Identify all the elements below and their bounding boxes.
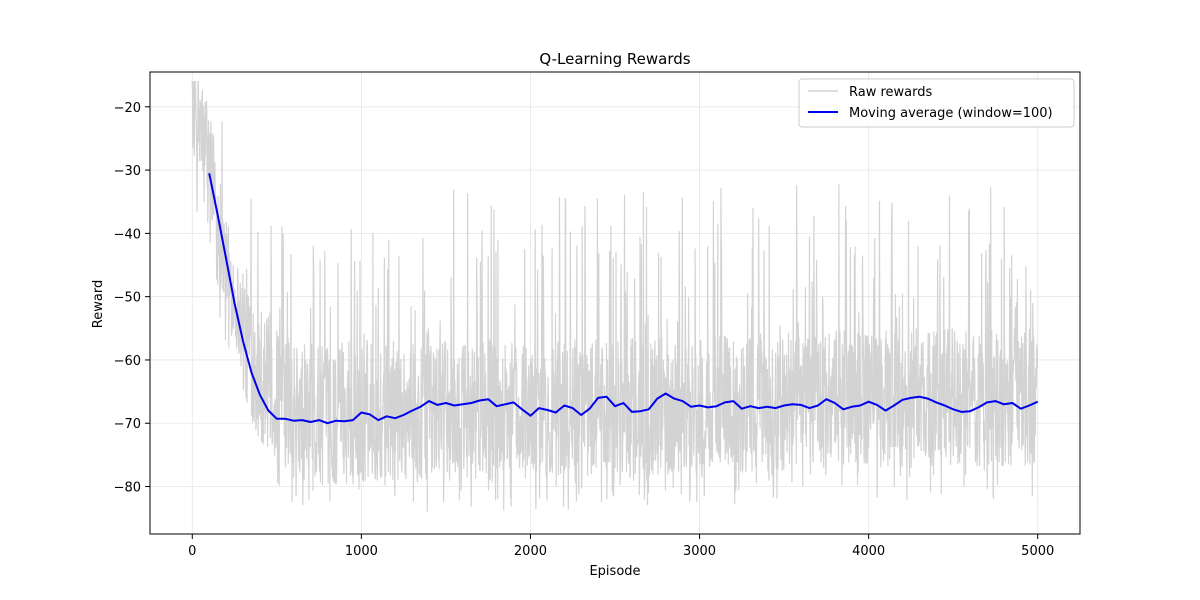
x-tick-label: 4000: [852, 544, 885, 559]
legend: Raw rewards Moving average (window=100): [798, 78, 1075, 128]
moving-average-line: [208, 173, 1039, 425]
moving-average-series: [208, 173, 1039, 425]
legend-box: [798, 78, 1075, 128]
plot-frame: [149, 71, 1081, 535]
raw-rewards-line: [191, 80, 1039, 512]
chart-title: Q-Learning Rewards: [539, 50, 690, 68]
y-tick-label: −60: [114, 354, 141, 369]
y-tick-label: −30: [114, 164, 141, 179]
ticks: 0 1000 2000 3000 4000 5000 −20 −30 −40 −50 −60 −70 −…: [114, 101, 1055, 559]
x-tick-label: 0: [188, 544, 196, 559]
legend-label-raw-rewards: Raw rewards: [849, 85, 933, 100]
x-tick-label: 5000: [1021, 544, 1054, 559]
raw-rewards-series: [191, 80, 1039, 512]
y-tick-label: −80: [114, 481, 141, 496]
x-tick-label: 3000: [683, 544, 716, 559]
x-tick-label: 2000: [514, 544, 547, 559]
x-axis-label: Episode: [589, 564, 640, 579]
y-tick-label: −50: [114, 291, 141, 306]
y-tick-label: −20: [114, 101, 141, 116]
y-tick-label: −40: [114, 227, 141, 242]
y-tick-label: −70: [114, 417, 141, 432]
legend-label-moving-average: Moving average (window=100): [849, 106, 1053, 121]
y-axis-label: Reward: [91, 280, 106, 328]
x-tick-label: 1000: [345, 544, 378, 559]
